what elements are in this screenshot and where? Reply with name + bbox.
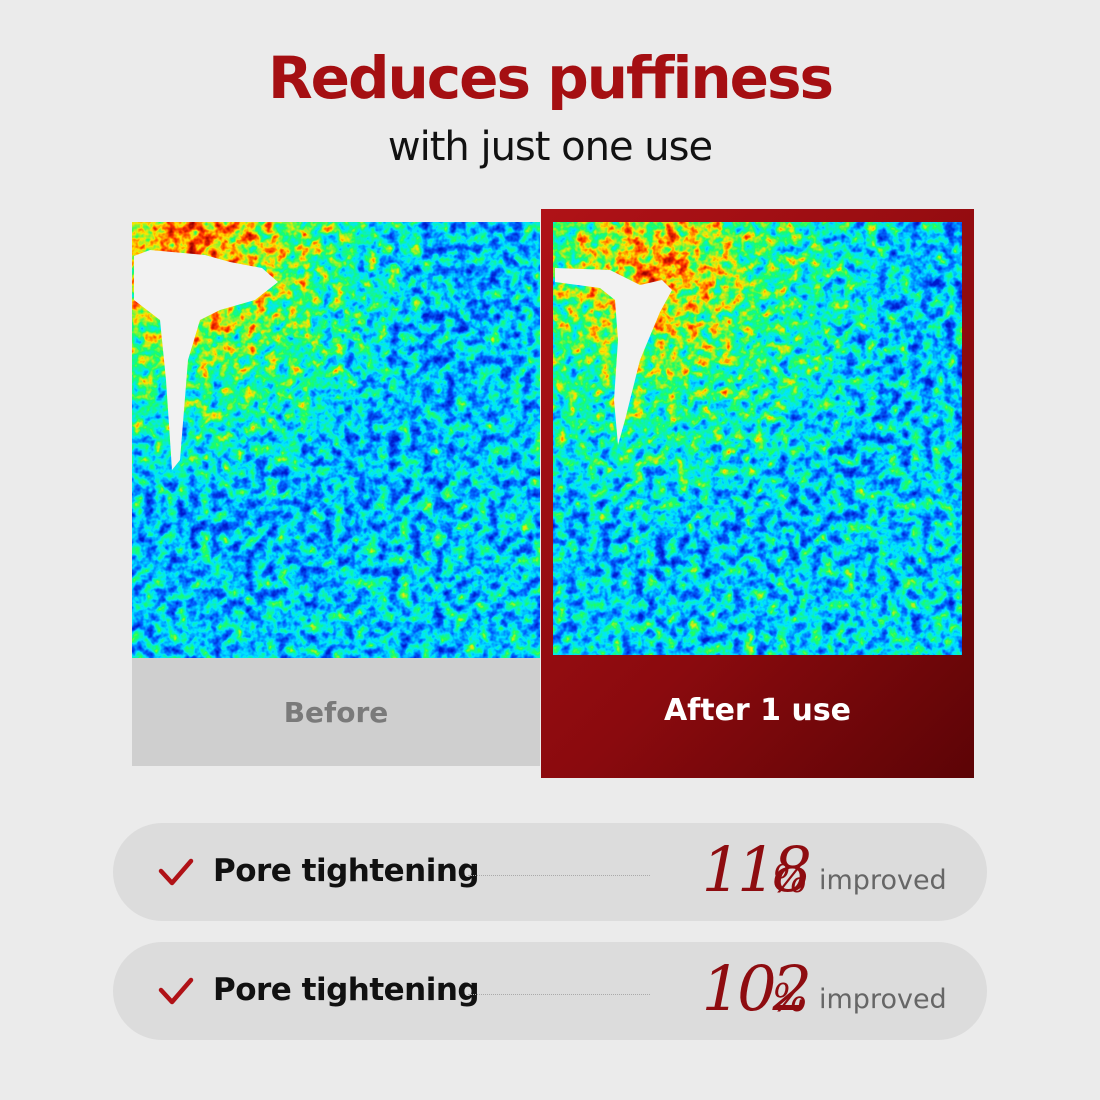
stat-unit: % [772, 857, 809, 901]
stat-row [113, 942, 987, 1040]
heatmaps [132, 222, 962, 658]
title: Reduces puffiness [267, 44, 834, 112]
subtitle: with just one use [387, 124, 713, 170]
stat-value: 118 [701, 833, 812, 906]
stat-label: Pore tightening [213, 853, 480, 889]
check-icon [158, 973, 194, 1009]
before-highlight [134, 250, 278, 470]
check-icon [158, 854, 194, 890]
stat-note: improved [819, 865, 947, 896]
stat-unit: % [772, 976, 809, 1020]
leader-line [468, 994, 650, 995]
stat-label: Pore tightening [213, 972, 480, 1008]
leader-line [468, 875, 650, 876]
stat-note: improved [819, 984, 947, 1015]
before-label: Before [132, 658, 540, 766]
stat-row [113, 823, 987, 921]
after-label: After 1 use [663, 692, 852, 728]
stat-value: 102 [701, 952, 812, 1025]
after-highlight [555, 268, 672, 445]
